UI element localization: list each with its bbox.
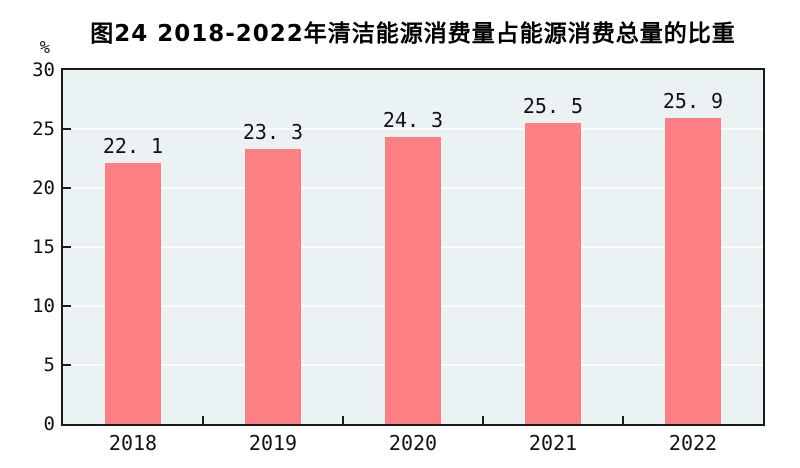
bar-2022	[665, 118, 721, 424]
bar-value-label: 24. 3	[382, 108, 444, 133]
x-axis-category-label: 2020	[388, 431, 438, 455]
y-axis-tick-label: 20	[32, 177, 55, 199]
y-axis-tick-label: 30	[32, 59, 55, 81]
x-axis-category-label: 2019	[248, 431, 298, 455]
bar-value-label: 25. 9	[662, 89, 724, 114]
y-axis-tick-label: 0	[43, 413, 55, 435]
y-axis-tick-label: 15	[32, 236, 55, 258]
plot-area: 22. 1 23. 3 24. 3 25. 5 25. 9	[61, 68, 765, 426]
x-axis-tick-mark	[342, 416, 344, 424]
x-axis-category-label: 2021	[528, 431, 578, 455]
bar-value-label: 23. 3	[242, 120, 304, 145]
y-axis-tick-label: 5	[43, 354, 55, 376]
y-axis-tick-mark	[63, 364, 71, 366]
chart-title: 图24 2018-2022年清洁能源消费量占能源消费总量的比重	[90, 21, 736, 47]
y-axis-tick-mark	[63, 128, 71, 130]
y-axis-tick-label: 10	[32, 295, 55, 317]
bar-value-label: 22. 1	[102, 134, 164, 159]
bar-2018	[105, 163, 161, 424]
y-axis-unit-label: %	[39, 38, 50, 58]
bar-2019	[245, 149, 301, 424]
x-axis-category-label: 2022	[668, 431, 718, 455]
x-axis-category-label: 2018	[108, 431, 158, 455]
y-axis-tick-mark	[63, 305, 71, 307]
y-axis-tick-label: 25	[32, 118, 55, 140]
x-axis-tick-mark	[202, 416, 204, 424]
bar-2021	[525, 123, 581, 424]
bar-value-label: 25. 5	[522, 94, 584, 119]
gridline	[63, 128, 763, 130]
y-axis-tick-mark	[63, 187, 71, 189]
bar-2020	[385, 137, 441, 424]
x-axis-tick-mark	[482, 416, 484, 424]
y-axis-tick-mark	[63, 246, 71, 248]
x-axis-tick-mark	[622, 416, 624, 424]
